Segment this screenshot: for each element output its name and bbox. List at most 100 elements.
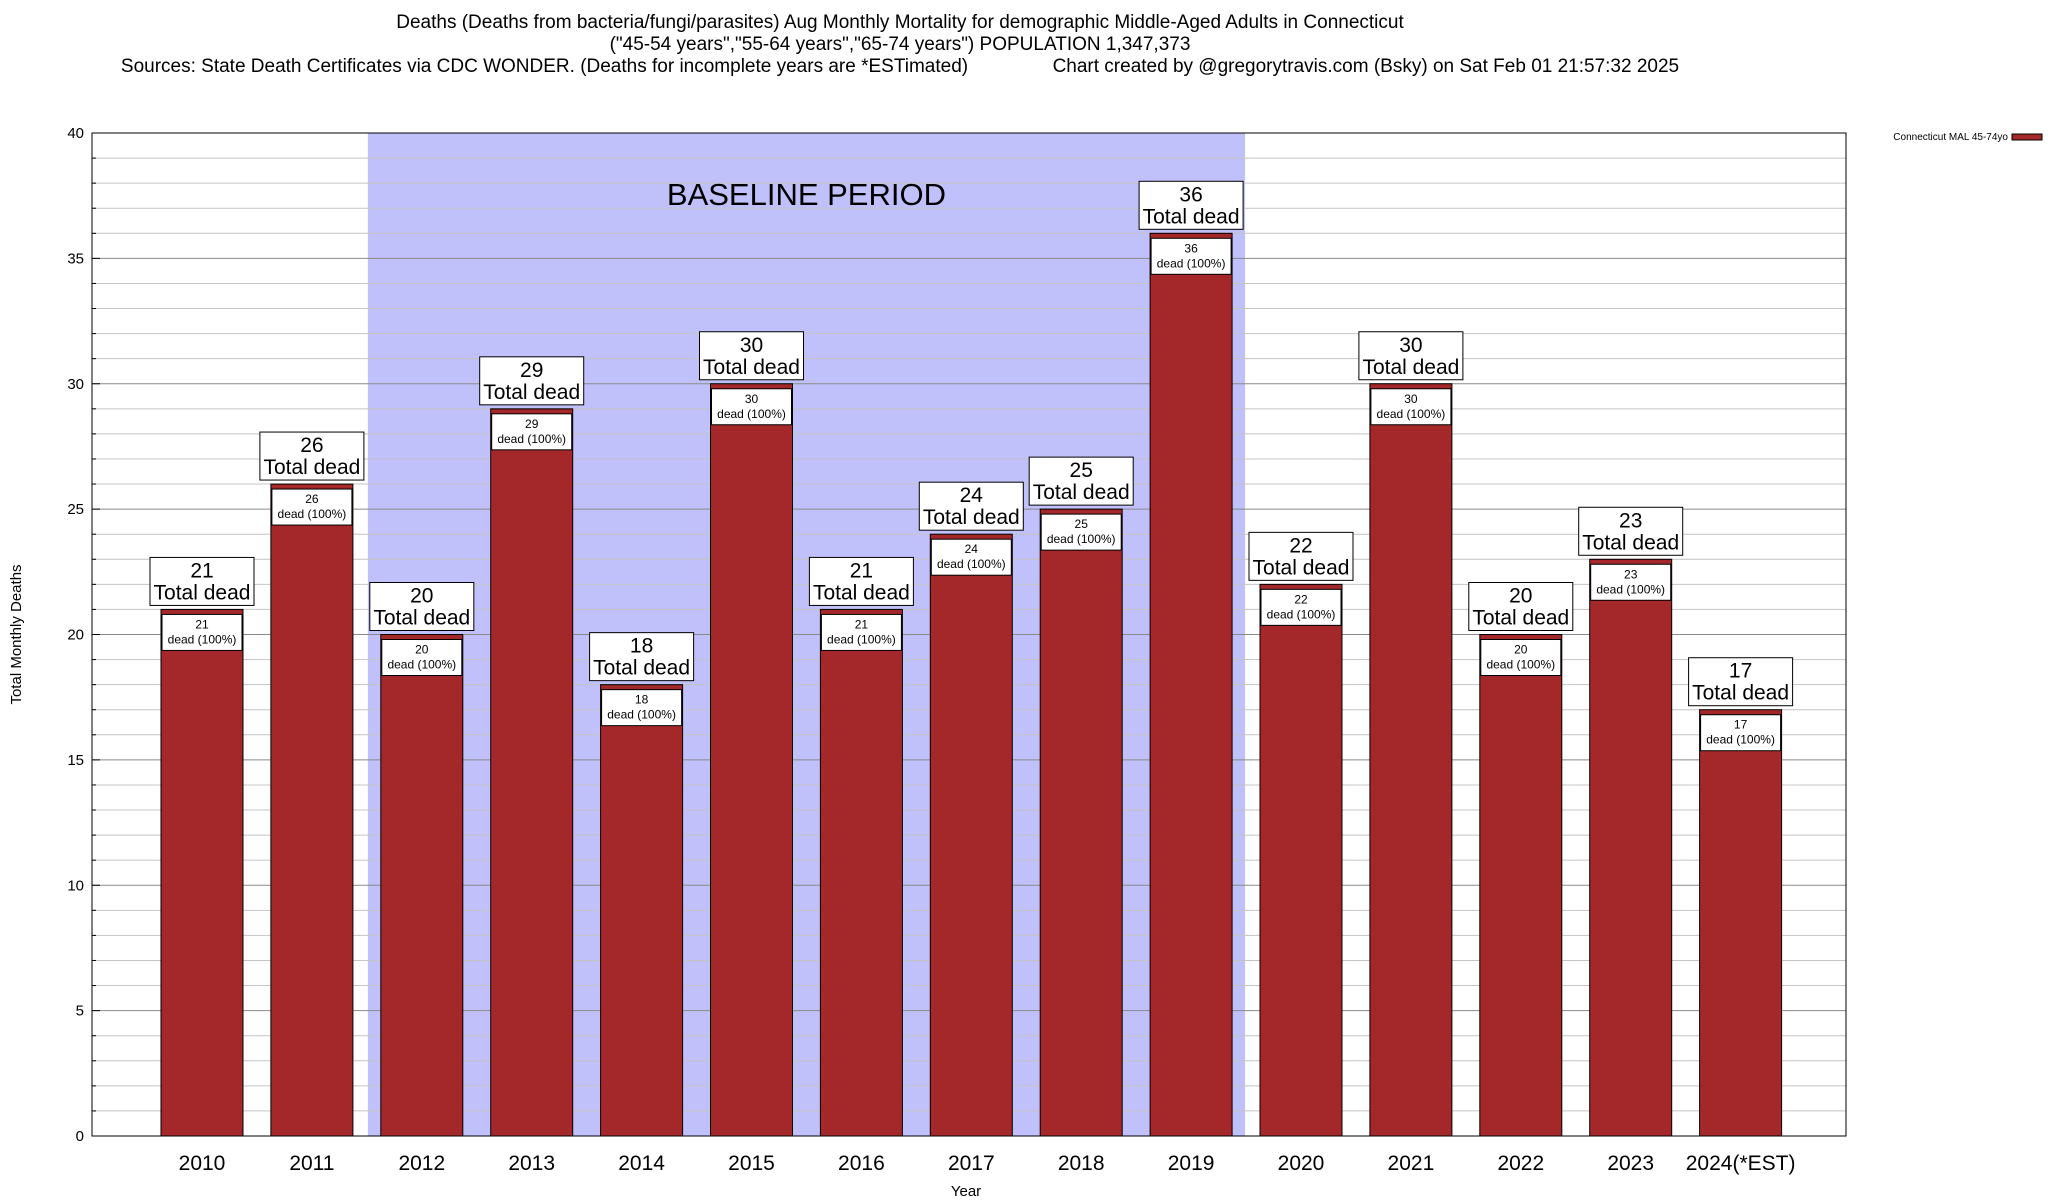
inner-value-label: 36: [1184, 241, 1198, 255]
inner-label-box: [711, 388, 792, 426]
y-axis-title: Total Monthly Deaths: [8, 564, 25, 704]
total-text-label: Total dead: [373, 607, 470, 630]
total-value-label: 30: [740, 334, 763, 357]
total-text-label: Total dead: [154, 581, 251, 604]
inner-percent-label: dead (100%): [1706, 733, 1775, 747]
x-tick-label-2011: 2011: [289, 1152, 334, 1175]
inner-label-box: [1590, 563, 1672, 601]
total-label-box: [808, 556, 914, 606]
total-text-label: Total dead: [1362, 356, 1459, 379]
x-tick-label-2019: 2019: [1168, 1152, 1215, 1175]
bar-2011: [270, 483, 354, 1137]
legend-label: Connecticut MAL 45-74yo: [1893, 132, 2008, 143]
total-value-label: 29: [520, 359, 543, 382]
legend-layer: Connecticut MAL 45-74yo: [1893, 132, 2043, 143]
inner-value-label: 30: [745, 392, 759, 406]
y-tick-label: 30: [67, 376, 84, 393]
total-text-label: Total dead: [1692, 682, 1789, 705]
chart-title: Deaths (Deaths from bacteria/fungi/paras…: [396, 12, 1404, 33]
total-value-label: 21: [190, 559, 213, 582]
total-text-label: Total dead: [593, 657, 690, 680]
total-label-box: [699, 331, 804, 381]
total-text-label: Total dead: [1143, 205, 1240, 228]
total-text-label: Total dead: [923, 506, 1020, 529]
y-tick-label: 5: [76, 1003, 84, 1020]
total-label-box: [1358, 331, 1464, 381]
total-label-box: [918, 481, 1024, 531]
y-tick-label: 20: [67, 627, 84, 644]
axis-layer: 2010 2011 2012 2013 2014 2015 2016 2017 2018 2019…: [8, 125, 1847, 1200]
total-text-label: Total dead: [813, 581, 910, 604]
inner-percent-label: dead (100%): [278, 507, 347, 521]
total-value-label: 17: [1729, 660, 1752, 683]
total-label-box: [589, 632, 695, 682]
inner-percent-label: dead (100%): [1596, 582, 1665, 596]
x-tick-label-2017: 2017: [948, 1152, 995, 1175]
inner-label-box: [1700, 714, 1782, 752]
bar-2021: [1369, 383, 1453, 1137]
bar-2022: [1479, 634, 1563, 1137]
bar-2010: [160, 608, 244, 1137]
total-label-box: [479, 356, 585, 406]
bar-2023: [1589, 558, 1673, 1137]
inner-label-box: [1040, 513, 1122, 551]
total-value-label: 36: [1179, 183, 1202, 206]
chart-sources-line: Sources: State Death Certificates via CD…: [0, 56, 1800, 78]
inner-label-box: [491, 413, 573, 451]
total-label-box: [1578, 506, 1684, 556]
y-tick-label: 40: [67, 125, 84, 142]
inner-percent-label: dead (100%): [497, 432, 566, 446]
total-value-label: 20: [410, 585, 433, 608]
inner-percent-label: dead (100%): [387, 658, 456, 672]
y-tick-label: 0: [76, 1128, 84, 1145]
chart-header: Deaths (Deaths from bacteria/fungi/paras…: [0, 12, 1800, 78]
inner-percent-label: dead (100%): [827, 632, 896, 646]
bar-2013: [490, 408, 574, 1137]
total-label-box: [1248, 531, 1354, 581]
inner-value-label: 22: [1294, 592, 1308, 606]
inner-percent-label: dead (100%): [607, 708, 676, 722]
inner-percent-label: dead (100%): [1377, 407, 1446, 421]
total-label-box: [369, 582, 475, 631]
y-tick-label: 25: [67, 501, 84, 518]
y-tick-label: 35: [67, 250, 84, 267]
total-value-label: 20: [1509, 585, 1532, 608]
inner-percent-label: dead (100%): [1486, 658, 1555, 672]
inner-label-box: [601, 689, 683, 727]
inner-label-box: [1480, 639, 1562, 676]
x-tick-label-2013: 2013: [508, 1152, 555, 1175]
total-value-label: 21: [850, 559, 873, 582]
inner-percent-label: dead (100%): [1267, 607, 1336, 621]
total-label-box: [1688, 657, 1794, 707]
total-text-label: Total dead: [703, 356, 800, 379]
chart-subtitle: ("45-54 years","55-64 years","65-74 year…: [609, 34, 1191, 55]
legend-swatch: [2011, 133, 2043, 141]
bar-2015: [710, 383, 793, 1137]
inner-label-box: [820, 613, 902, 651]
total-label-box: [149, 556, 255, 606]
inner-label-box: [161, 613, 243, 651]
total-value-label: 24: [960, 484, 984, 507]
inner-value-label: 21: [855, 617, 869, 631]
x-axis-title: Year: [951, 1183, 981, 1200]
x-tick-label-2010: 2010: [179, 1152, 226, 1175]
inner-value-label: 18: [635, 693, 649, 707]
inner-label-box: [930, 538, 1012, 576]
total-value-label: 30: [1399, 334, 1422, 357]
bar-2020: [1259, 583, 1343, 1137]
bar-2019: [1149, 232, 1233, 1137]
inner-label-box: [1260, 588, 1342, 626]
total-text-label: Total dead: [1582, 531, 1679, 554]
total-text-label: Total dead: [1253, 556, 1350, 579]
bar-2017: [929, 533, 1013, 1137]
baseline-label: BASELINE PERIOD: [667, 177, 946, 212]
inner-percent-label: dead (100%): [1047, 532, 1116, 546]
inner-value-label: 23: [1624, 567, 1638, 581]
inner-label-box: [1150, 237, 1232, 275]
inner-value-label: 21: [195, 617, 209, 631]
y-tick-label: 10: [67, 877, 84, 894]
bar-2018: [1039, 508, 1123, 1137]
inner-percent-label: dead (100%): [1157, 256, 1226, 270]
